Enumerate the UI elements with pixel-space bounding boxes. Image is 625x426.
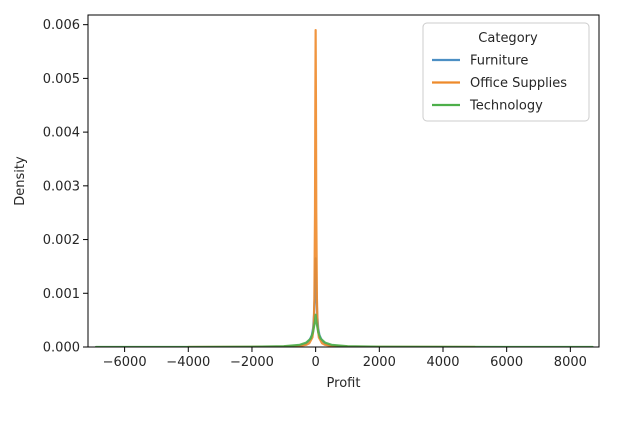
x-tick-label: −4000 — [166, 355, 210, 370]
series-line-furniture — [250, 257, 355, 347]
legend-label: Technology — [469, 99, 543, 114]
series-line-technology — [94, 313, 594, 347]
legend-title: Category — [478, 31, 538, 46]
y-tick-label: 0.001 — [43, 287, 80, 302]
legend-box — [422, 22, 590, 122]
y-tick-label: 0.004 — [43, 126, 80, 141]
x-tick-label: −2000 — [230, 355, 274, 370]
x-axis-label: Profit — [327, 376, 361, 391]
x-tick-label: 8000 — [554, 355, 587, 370]
x-tick-label: 0 — [312, 355, 320, 370]
y-tick-label: 0.006 — [43, 18, 80, 33]
y-tick-label: 0.000 — [43, 341, 80, 356]
axes-layer: −6000 −4000 −2000 0 2000 4000 6000 8000 0.000 0.0… — [13, 14, 600, 391]
plot-frame — [87, 14, 600, 348]
x-tick-label: −6000 — [103, 355, 147, 370]
y-tick-label: 0.002 — [43, 233, 80, 248]
x-tick-label: 2000 — [363, 355, 396, 370]
series-line-office-supplies — [187, 28, 476, 347]
y-axis-label: Density — [13, 156, 28, 206]
y-tick-label: 0.005 — [43, 72, 80, 87]
legend-label: Furniture — [470, 54, 528, 69]
legend-label: Office Supplies — [470, 76, 567, 91]
x-tick-label: 6000 — [490, 355, 523, 370]
legend: Category Furniture Office Supplies Technolo… — [422, 22, 590, 122]
y-tick-label: 0.003 — [43, 179, 80, 194]
x-tick-label: 4000 — [426, 355, 459, 370]
